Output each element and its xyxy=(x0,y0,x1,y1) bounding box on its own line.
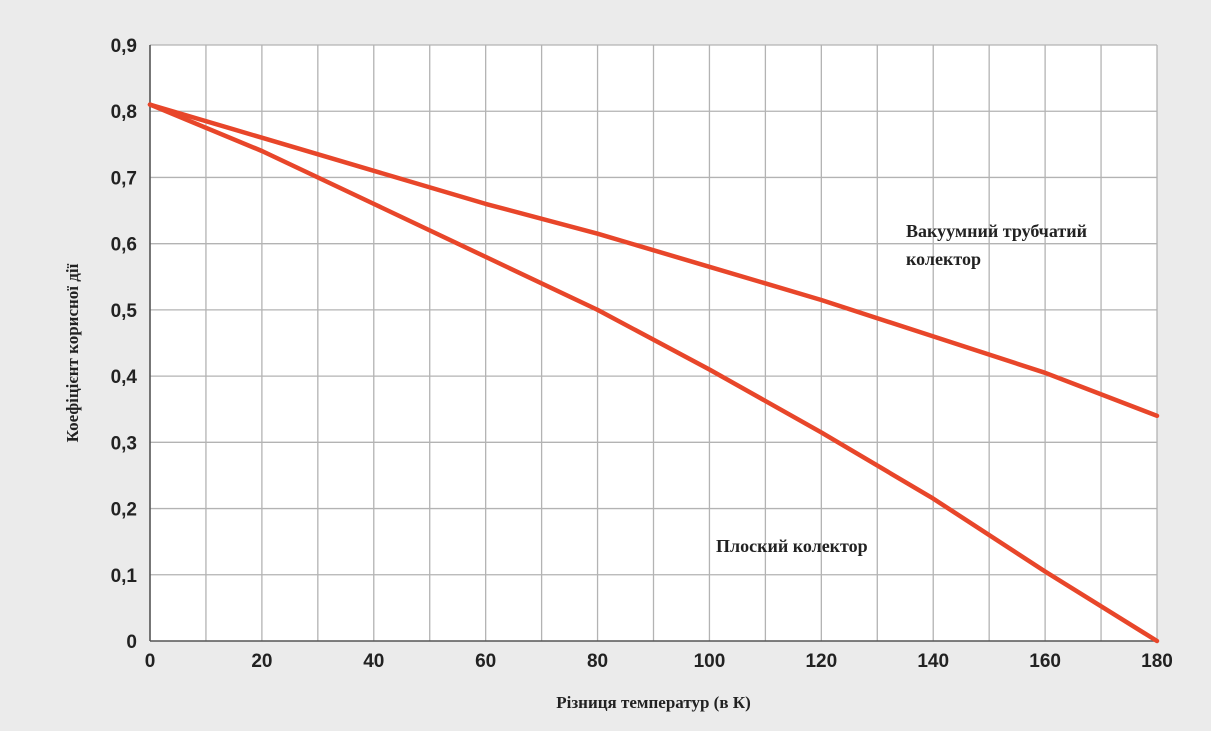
x-tick-label: 60 xyxy=(475,651,496,672)
series-lines xyxy=(147,102,1160,644)
series-line-2 xyxy=(147,102,1160,644)
series-label-2: Плоский колектор xyxy=(716,536,868,556)
x-tick-label: 0 xyxy=(145,651,156,672)
y-tick-label: 0,1 xyxy=(111,566,138,587)
y-tick-label: 0 xyxy=(126,632,137,653)
y-tick-label: 0,6 xyxy=(111,235,137,256)
y-tick-labels: 0 0,1 0,2 0,3 0,4 0,5 0,6 0,7 0,8 0,9 xyxy=(111,36,138,653)
series-line-1 xyxy=(147,102,1160,419)
series-label-1: Вакуумний трубчатий xyxy=(906,221,1087,241)
y-tick-label: 0,7 xyxy=(111,168,137,189)
x-tick-label: 160 xyxy=(1029,651,1061,672)
axes xyxy=(149,45,1157,642)
x-tick-label: 20 xyxy=(251,651,272,672)
x-axis-title: Різниця температур (в К) xyxy=(556,693,751,712)
x-tick-label: 40 xyxy=(363,651,384,672)
y-tick-label: 0,9 xyxy=(111,36,137,57)
series-labels: Вакуумний трубчатий колектор Плоский колек… xyxy=(716,221,1087,556)
x-tick-label: 140 xyxy=(917,651,949,672)
x-tick-label: 120 xyxy=(805,651,837,672)
grid xyxy=(150,44,1158,641)
y-axis-title: Коефіцієнт корисної дії xyxy=(63,263,82,442)
x-tick-labels: 0 20 40 60 80 100 120 140 160 180 xyxy=(145,651,1173,672)
y-tick-label: 0,4 xyxy=(111,367,138,388)
series-label-1: колектор xyxy=(906,249,981,269)
y-tick-label: 0,5 xyxy=(111,301,138,322)
y-tick-label: 0,2 xyxy=(111,500,137,521)
y-tick-label: 0,8 xyxy=(111,102,137,123)
x-tick-label: 80 xyxy=(587,651,608,672)
x-tick-label: 100 xyxy=(694,651,726,672)
y-tick-label: 0,3 xyxy=(111,433,137,454)
x-tick-label: 180 xyxy=(1141,651,1173,672)
